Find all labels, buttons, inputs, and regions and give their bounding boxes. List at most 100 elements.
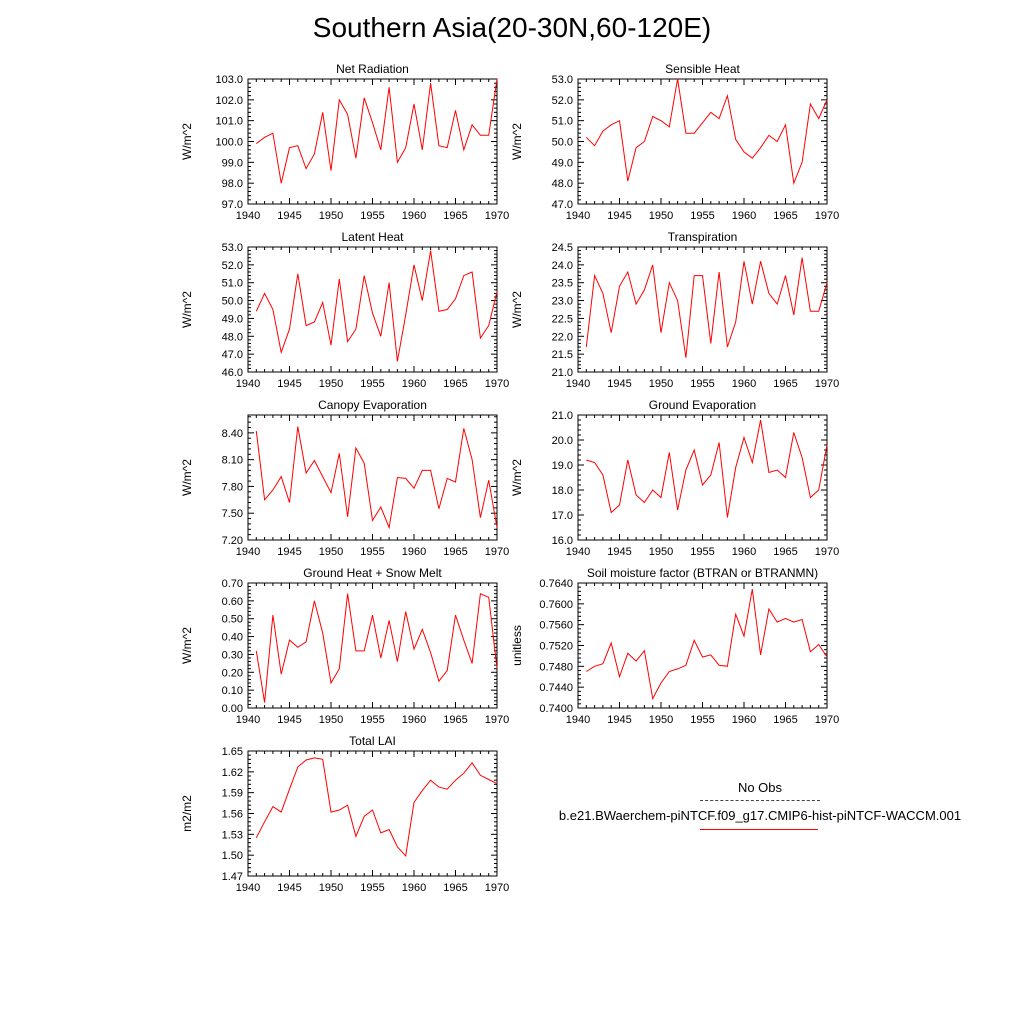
x-tick-label: 1965 <box>773 546 797 558</box>
x-tick-label: 1970 <box>485 714 509 726</box>
y-tick-label: 53.0 <box>552 74 573 86</box>
y-tick-label: 1.62 <box>222 767 243 779</box>
y-tick-label: 0.40 <box>222 632 243 644</box>
y-axis-label: W/m^2 <box>180 123 194 160</box>
x-tick-label: 1965 <box>773 210 797 222</box>
x-tick-label: 1965 <box>443 714 467 726</box>
x-tick-label: 1940 <box>566 210 590 222</box>
y-axis-label: W/m^2 <box>510 123 524 160</box>
y-axis-label: W/m^2 <box>510 291 524 328</box>
y-tick-label: 20.0 <box>552 435 573 447</box>
y-axis-label: unitless <box>510 625 524 666</box>
x-tick-label: 1955 <box>690 546 714 558</box>
x-tick-label: 1955 <box>360 378 384 390</box>
y-tick-label: 8.40 <box>222 428 243 440</box>
x-tick-label: 1970 <box>485 546 509 558</box>
y-tick-label: 8.10 <box>222 455 243 467</box>
y-tick-label: 48.0 <box>222 331 243 343</box>
x-tick-label: 1950 <box>319 210 343 222</box>
x-tick-label: 1960 <box>732 210 756 222</box>
x-tick-label: 1945 <box>277 714 301 726</box>
x-tick-label: 1950 <box>319 714 343 726</box>
y-tick-label: 0.20 <box>222 667 243 679</box>
y-tick-label: 0.30 <box>222 649 243 661</box>
series-line <box>255 757 498 858</box>
series-line <box>585 257 828 358</box>
y-axis-label: W/m^2 <box>180 459 194 496</box>
x-tick-label: 1945 <box>607 714 631 726</box>
x-tick-label: 1950 <box>649 210 673 222</box>
series-line <box>586 419 828 518</box>
y-tick-label: 1.65 <box>222 746 243 758</box>
y-tick-label: 0.7480 <box>539 661 573 673</box>
x-tick-label: 1950 <box>319 882 343 894</box>
y-tick-label: 0.7400 <box>539 703 573 715</box>
y-tick-label: 97.0 <box>222 199 243 211</box>
x-tick-label: 1955 <box>690 714 714 726</box>
legend-obs-label: No Obs <box>737 780 783 795</box>
y-tick-label: 47.0 <box>222 349 243 361</box>
y-tick-label: 49.0 <box>222 313 243 325</box>
x-tick-label: 1945 <box>607 378 631 390</box>
y-tick-label: 51.0 <box>222 278 243 290</box>
x-tick-label: 1940 <box>236 378 260 390</box>
y-tick-label: 0.7520 <box>539 641 573 653</box>
panel-4: Transpiration W/m^2 1940 1945 1950 1955 1960 19… <box>510 230 839 390</box>
y-axis-label: m2/m2 <box>180 795 194 832</box>
plot-frame <box>247 78 498 205</box>
x-tick-label: 1960 <box>402 882 426 894</box>
y-tick-label: 53.0 <box>222 242 243 254</box>
x-tick-label: 1955 <box>360 546 384 558</box>
y-tick-label: 0.7560 <box>539 620 573 632</box>
x-tick-label: 1955 <box>360 882 384 894</box>
y-tick-label: 0.7440 <box>539 682 573 694</box>
y-tick-label: 22.0 <box>552 331 573 343</box>
y-tick-label: 99.0 <box>222 157 243 169</box>
x-tick-label: 1965 <box>443 210 467 222</box>
y-tick-label: 1.59 <box>222 788 243 800</box>
x-tick-label: 1960 <box>402 714 426 726</box>
y-tick-label: 0.60 <box>222 596 243 608</box>
y-tick-label: 23.0 <box>552 296 573 308</box>
panel-title: Transpiration <box>668 230 738 244</box>
x-tick-label: 1950 <box>649 714 673 726</box>
x-tick-label: 1940 <box>566 714 590 726</box>
x-tick-label: 1940 <box>236 210 260 222</box>
panel-title: Sensible Heat <box>665 62 740 76</box>
panel-title: Latent Heat <box>341 230 404 244</box>
y-tick-label: 1.53 <box>222 829 243 841</box>
y-tick-label: 21.5 <box>552 349 573 361</box>
series-line <box>585 78 828 186</box>
x-tick-label: 1945 <box>277 882 301 894</box>
x-tick-label: 1965 <box>443 882 467 894</box>
x-tick-label: 1940 <box>566 378 590 390</box>
series-line <box>255 78 498 184</box>
y-tick-label: 50.0 <box>222 296 243 308</box>
y-tick-label: 16.0 <box>552 535 573 547</box>
series-line <box>586 589 828 701</box>
x-tick-label: 1955 <box>360 210 384 222</box>
panel-5: Canopy Evaporation W/m^2 1940 1945 1950 1955 1… <box>180 398 509 558</box>
x-tick-label: 1950 <box>649 378 673 390</box>
legend-run-label: b.e21.BWaerchem-piNTCF.f09_g17.CMIP6-his… <box>558 808 962 823</box>
y-tick-label: 0.7600 <box>539 599 573 611</box>
x-tick-label: 1970 <box>815 378 839 390</box>
y-tick-label: 7.50 <box>222 508 243 520</box>
y-tick-label: 24.5 <box>552 242 573 254</box>
y-tick-label: 21.0 <box>552 410 573 422</box>
y-axis-label: W/m^2 <box>180 291 194 328</box>
y-tick-label: 98.0 <box>222 178 243 190</box>
x-tick-label: 1950 <box>319 546 343 558</box>
panel-3: Latent Heat W/m^2 1940 1945 1950 1955 1960 1965… <box>180 230 509 390</box>
panel-title: Total LAI <box>349 734 396 748</box>
y-tick-label: 7.80 <box>222 481 243 493</box>
y-tick-label: 18.0 <box>552 485 573 497</box>
panel-title: Canopy Evaporation <box>318 398 427 412</box>
x-tick-label: 1970 <box>485 378 509 390</box>
y-tick-label: 46.0 <box>222 367 243 379</box>
x-tick-label: 1945 <box>277 210 301 222</box>
x-tick-label: 1965 <box>773 378 797 390</box>
y-tick-label: 0.7640 <box>539 578 573 590</box>
y-tick-label: 17.0 <box>552 510 573 522</box>
